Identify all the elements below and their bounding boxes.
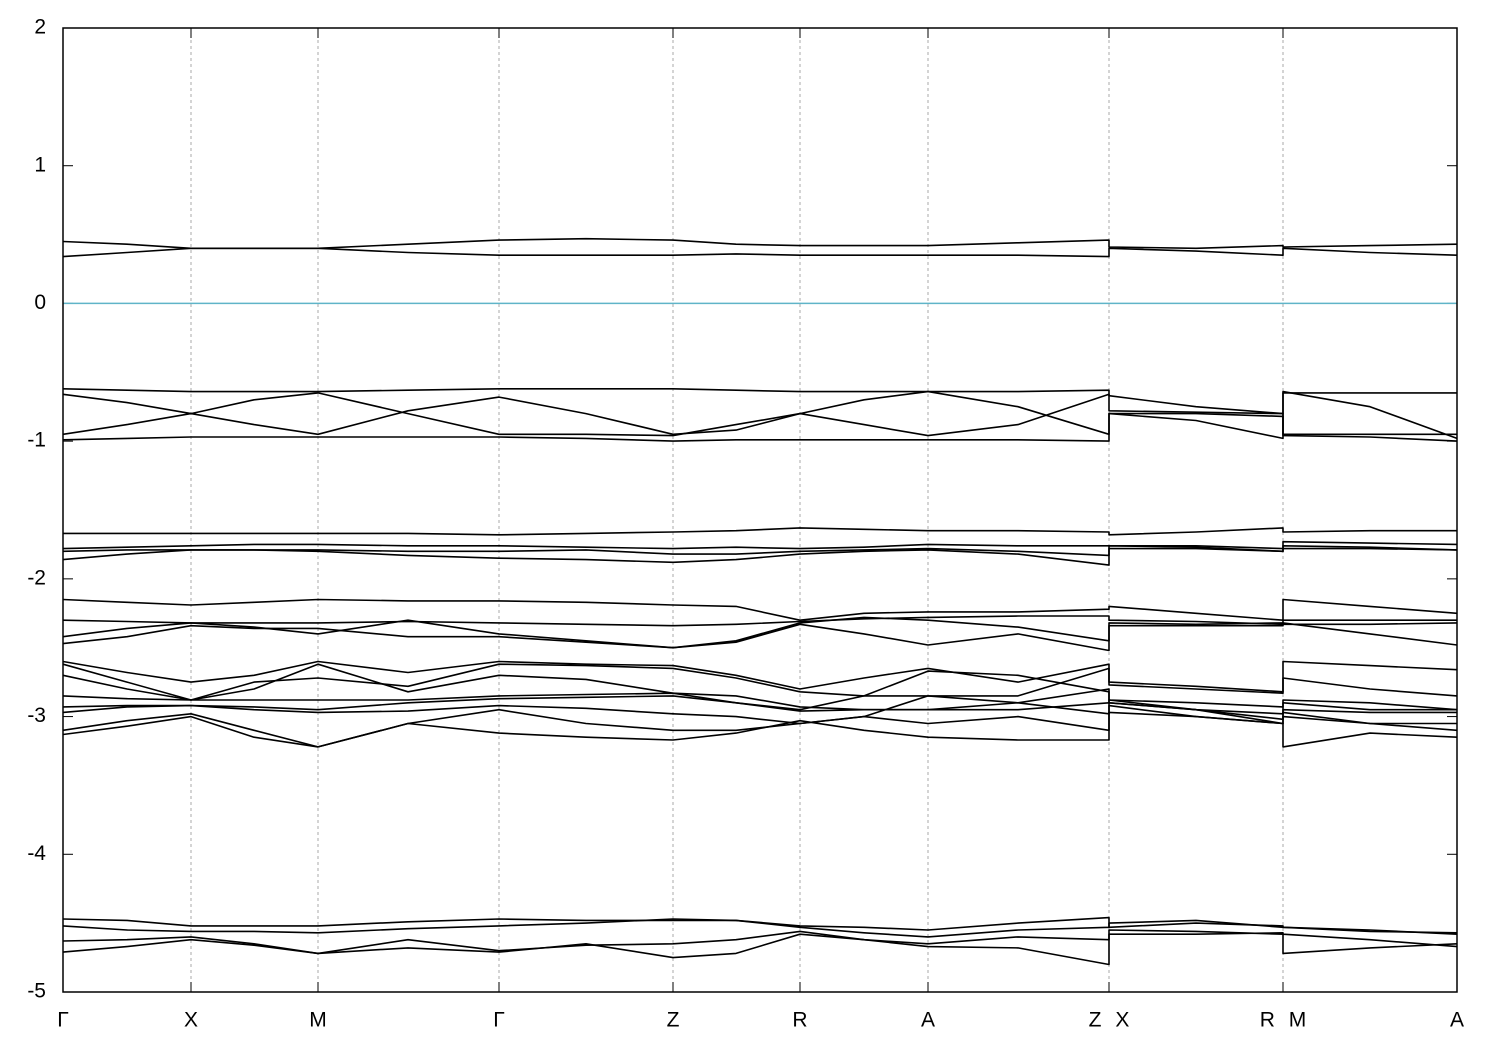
band-line xyxy=(62,660,1458,693)
y-tick-label: -3 xyxy=(27,704,46,727)
x-tick-label: R M xyxy=(1260,1009,1307,1032)
x-tick-label: Z X xyxy=(1089,1009,1130,1032)
band-line xyxy=(62,699,1458,748)
x-tick-label: A xyxy=(1450,1009,1464,1032)
band-line xyxy=(62,388,1457,415)
x-tick-label: X xyxy=(184,1009,198,1032)
band-line xyxy=(62,392,1457,437)
x-tick-label: M xyxy=(309,1009,327,1032)
y-tick-label: -4 xyxy=(27,842,46,865)
band-line xyxy=(63,527,1457,536)
plot-frame xyxy=(62,27,1458,993)
x-tick-label: R xyxy=(792,1009,807,1032)
band-line xyxy=(62,598,1458,621)
band-line xyxy=(62,695,1457,721)
x-tick-label: Γ xyxy=(493,1009,505,1032)
band-line xyxy=(62,932,1458,966)
y-tick-label: 2 xyxy=(34,16,46,39)
band-line xyxy=(62,622,1458,652)
band-line xyxy=(62,540,1458,550)
band-line xyxy=(62,412,1458,442)
band-line xyxy=(62,547,1458,566)
x-tick-label: Z xyxy=(667,1009,680,1032)
x-tick-label: Γ xyxy=(57,1009,69,1032)
y-tick-label: -2 xyxy=(27,566,46,589)
y-tick-label: -5 xyxy=(27,980,46,1003)
band-line xyxy=(62,688,1457,715)
x-tick-label: A xyxy=(921,1009,935,1032)
band-line xyxy=(62,918,1458,938)
y-tick-label: 0 xyxy=(34,291,46,314)
y-tick-label: 1 xyxy=(34,153,46,176)
y-tick-label: -1 xyxy=(27,429,46,452)
band-line xyxy=(62,663,1458,711)
band-line xyxy=(62,704,1457,748)
band-line xyxy=(62,247,1458,258)
